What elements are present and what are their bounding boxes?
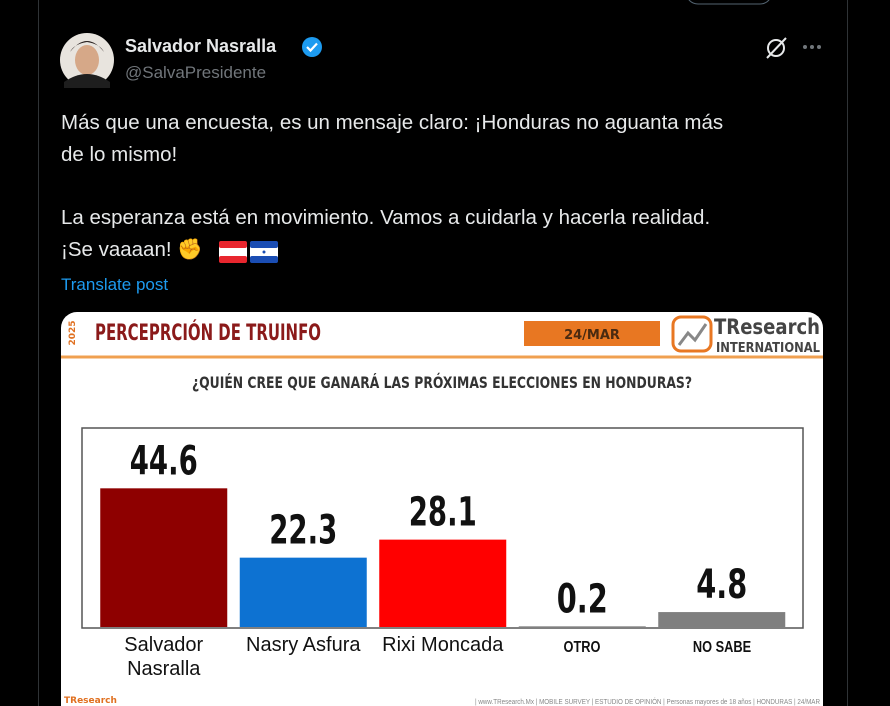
author-name[interactable]: Salvador Nasralla [125,36,277,56]
footer-brand: TResearch [64,696,117,706]
value-label: 22.3 [269,508,337,554]
value-label: 4.8 [696,562,747,608]
category-label: Salvador Nasralla [124,634,204,680]
post-text: La esperanza está en movimiento. Vamos a… [61,206,711,229]
post-text: ¡Se vaaaan! ✊ [61,238,203,261]
avatar[interactable] [60,33,114,88]
more-icon[interactable] [803,45,821,49]
bar [100,488,228,627]
post-text: de lo mismo! [61,143,178,166]
bar [518,626,646,627]
plot-frame [81,427,804,629]
chart-brand-sub: INTERNATIONAL [716,341,820,356]
logo-icon [677,323,708,346]
bar [379,539,507,627]
chart-footer: | www.TResearch.Mx | MOBILE SURVEY | EST… [475,697,820,706]
chart-brand: TResearch [714,315,820,339]
flag-emoji [219,241,278,263]
category-label: Rixi Moncada [382,634,504,656]
category-label: NO SABE [692,639,751,656]
chart-year: 2025 [68,320,78,345]
translate-link[interactable]: Translate post [61,275,169,294]
category-label: Nasry Asfura [246,634,361,656]
button[interactable] [686,0,772,5]
category-label: OTRO [563,639,601,656]
chart-title: PERCEPRCIÓN DE TRUINFO [95,320,321,346]
grok-icon[interactable] [766,37,787,59]
logo-icon [671,315,713,353]
value-label: 44.6 [130,438,198,484]
chart-date: 24/MAR [564,328,620,343]
chart-subtitle: ¿QUIÉN CREE QUE GANARÁ LAS PRÓXIMAS ELEC… [192,373,692,392]
bar [658,612,786,627]
chart-image[interactable]: 2025 PERCEPRCIÓN DE TRUINFO 24/MAR TResearc… [61,312,823,706]
bar [239,557,367,627]
verified-badge [302,37,322,57]
value-label: 0.2 [557,576,608,622]
author-handle[interactable]: @SalvaPresidente [125,63,267,82]
date-box [524,321,660,346]
value-label: 28.1 [409,490,477,536]
post-text: Más que una encuesta, es un mensaje clar… [61,111,724,134]
